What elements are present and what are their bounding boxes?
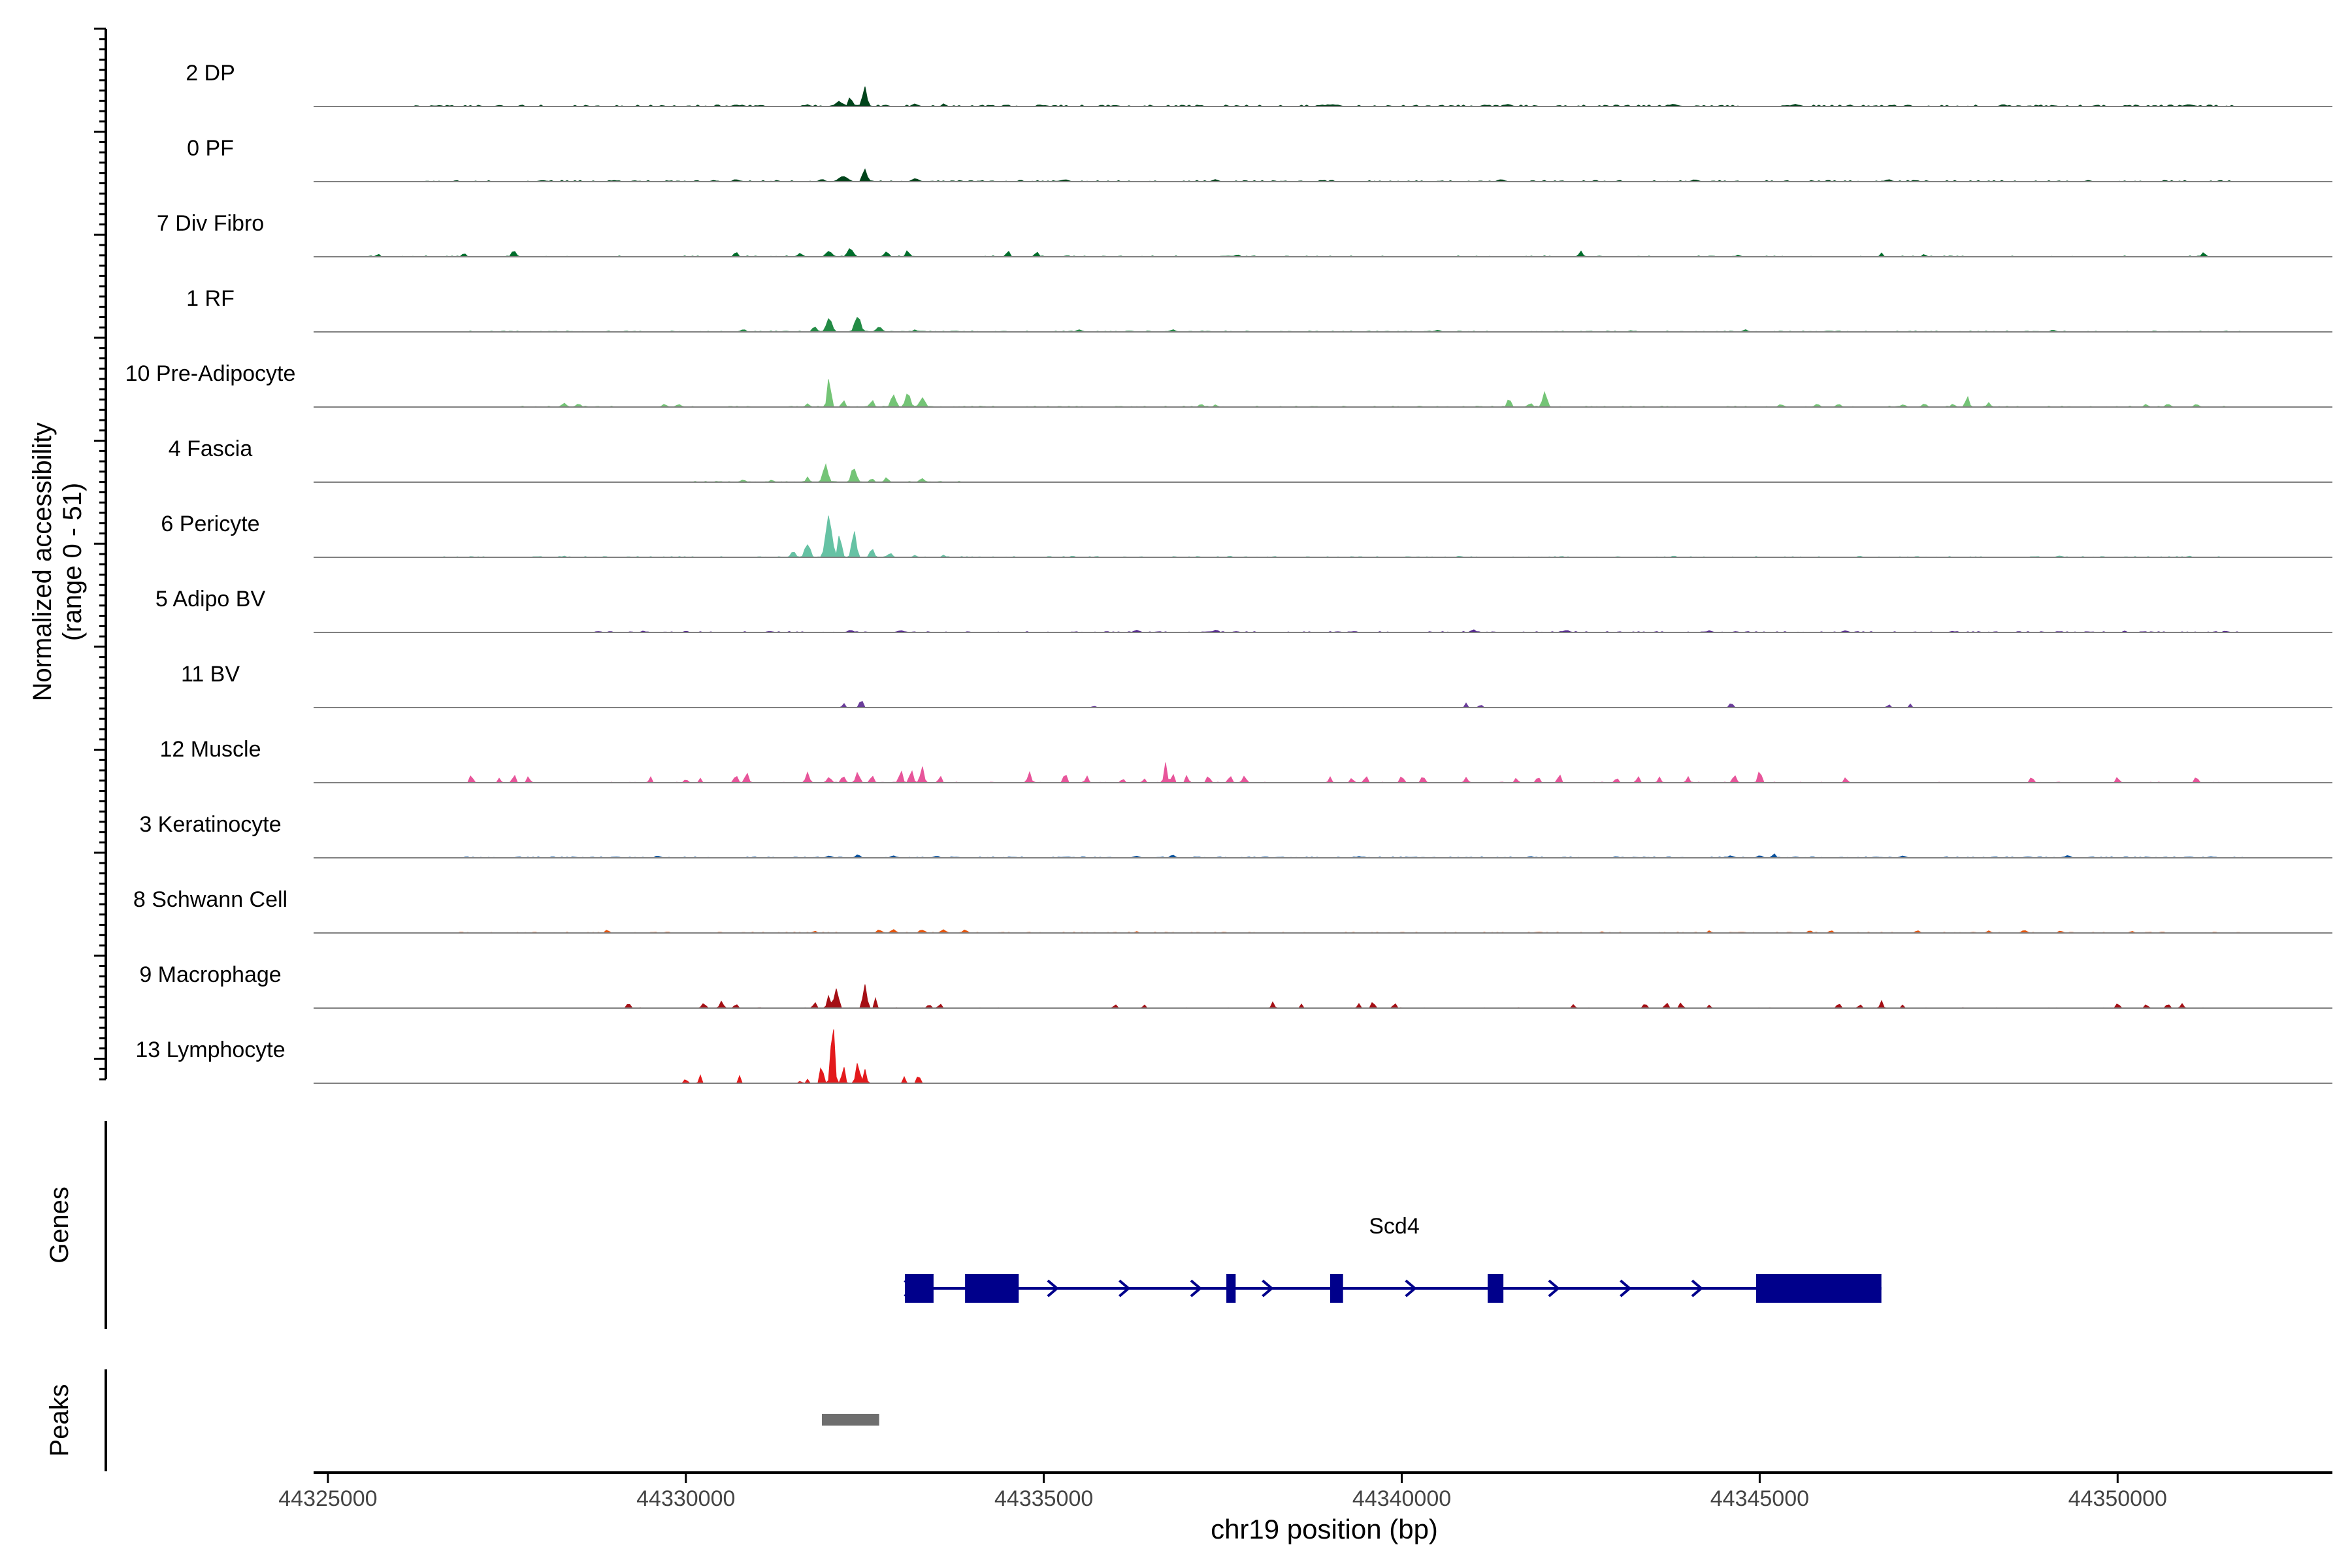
track-label: 2 DP xyxy=(186,61,235,86)
track-label: 1 RF xyxy=(186,286,235,311)
peak-track xyxy=(821,1414,879,1426)
y-axis-range-label: (range 0 - 51) xyxy=(58,483,87,641)
track-label: 8 Schwann Cell xyxy=(133,887,287,912)
gene-name-label: Scd4 xyxy=(1369,1214,1420,1239)
track-label: 13 Lymphocyte xyxy=(135,1037,285,1062)
track-label: 9 Macrophage xyxy=(139,962,281,987)
x-tick-label: 44335000 xyxy=(994,1486,1093,1511)
strand-arrow xyxy=(1548,1279,1560,1298)
track-label: 12 Muscle xyxy=(160,737,261,762)
strand-arrow xyxy=(1190,1279,1203,1298)
coverage-y-axis xyxy=(94,27,107,1081)
x-tick-label: 44325000 xyxy=(278,1486,377,1511)
gene-track: Scd4 xyxy=(904,1214,1882,1303)
x-tick-label: 44350000 xyxy=(2068,1486,2167,1511)
gene-exon xyxy=(1330,1274,1343,1303)
track-label: 3 Keratinocyte xyxy=(139,812,281,837)
y-axis-label: Normalized accessibility xyxy=(28,423,57,702)
strand-arrow xyxy=(1119,1279,1131,1298)
genes-panel-label: Genes xyxy=(45,1186,74,1264)
x-tick-label: 44340000 xyxy=(1352,1486,1451,1511)
gene-exon xyxy=(905,1274,934,1303)
gene-exon xyxy=(1756,1274,1882,1303)
strand-arrow xyxy=(1262,1279,1274,1298)
track-label: 10 Pre-Adipocyte xyxy=(125,361,296,386)
track-label: 6 Pericyte xyxy=(161,512,259,536)
x-axis-label: chr19 position (bp) xyxy=(1211,1514,1438,1544)
coverage-area xyxy=(314,86,2332,107)
gene-exon xyxy=(1226,1274,1236,1303)
x-axis: 44325000 44330000 44335000 44340000 44345000… xyxy=(278,1471,2332,1511)
track-label: 7 Div Fibro xyxy=(157,211,264,236)
x-tick-label: 44330000 xyxy=(636,1486,735,1511)
x-tick-label: 44345000 xyxy=(1710,1486,1809,1511)
coverage-tracks xyxy=(314,86,2332,1085)
strand-arrow xyxy=(1620,1279,1632,1298)
track-label: 0 PF xyxy=(187,136,234,161)
gene-exon xyxy=(1488,1274,1504,1303)
peaks-panel-label: Peaks xyxy=(45,1384,74,1456)
track-label: 5 Adipo BV xyxy=(155,587,266,612)
strand-arrow xyxy=(1047,1279,1059,1298)
track-label: 11 BV xyxy=(181,662,240,687)
track-label: 4 Fascia xyxy=(169,436,253,461)
gene-exon xyxy=(965,1274,1019,1303)
strand-arrow xyxy=(1405,1279,1417,1298)
strand-arrow xyxy=(1691,1279,1704,1298)
track-labels: 2 DP 0 PF 7 Div Fibro 1 RF 10 Pre-Adipocyte 4… xyxy=(125,61,296,1062)
peak-region-bar xyxy=(821,1414,879,1426)
